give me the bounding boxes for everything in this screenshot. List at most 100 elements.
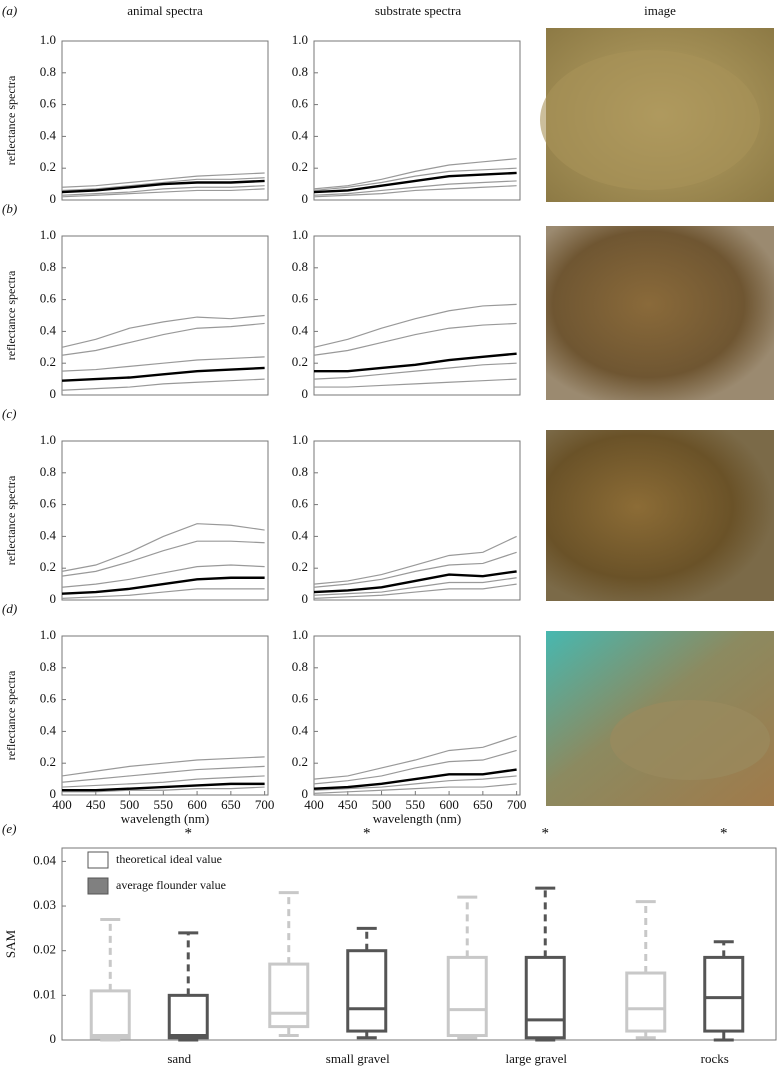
y-tick-label: 0.2 [292, 159, 308, 174]
x-tick-label: 600 [439, 797, 459, 812]
spectrum-line [61, 576, 265, 595]
y-tick-label: 0.04 [33, 852, 56, 867]
spectrum-line [62, 786, 265, 793]
y-tick-label: 0.6 [292, 691, 309, 706]
plot-frame [61, 40, 269, 201]
spectrum-line [313, 735, 517, 780]
y-tick-label: 0.4 [292, 722, 309, 737]
y-tick-label: 0.4 [40, 527, 57, 542]
box [703, 955, 745, 1033]
photo [546, 226, 774, 400]
column-header: substrate spectra [375, 3, 462, 18]
box [446, 955, 488, 1038]
plot-frame [313, 440, 521, 601]
y-tick-label: 1.0 [40, 227, 56, 242]
x-tick-label: 400 [304, 797, 324, 812]
spectrum-line [61, 775, 265, 788]
column-header: image [644, 3, 676, 18]
y-tick-label: 0.8 [292, 64, 308, 79]
y-tick-label: 1.0 [292, 32, 308, 47]
x-tick-label: 600 [187, 797, 207, 812]
legend-label: theoretical ideal value [116, 852, 222, 866]
x-tick-label: 400 [52, 797, 72, 812]
box [346, 949, 388, 1033]
spectrum-line [313, 303, 517, 348]
box [89, 989, 131, 1040]
y-axis-label: reflectance spectra [4, 75, 18, 165]
spectrum-line [61, 366, 265, 382]
spectrum-line [61, 185, 265, 196]
y-tick-label: 0.6 [40, 691, 57, 706]
spectrum-line [313, 322, 517, 356]
x-tick-label: 650 [473, 797, 493, 812]
y-tick-label: 0.4 [40, 722, 57, 737]
panel-label: (d) [2, 601, 17, 616]
y-tick-label: 0 [302, 191, 309, 206]
spectrum-line [313, 185, 517, 198]
y-tick-label: 0.2 [292, 354, 308, 369]
box [167, 993, 209, 1040]
y-tick-label: 0.8 [292, 464, 308, 479]
significance-mark: * [363, 825, 371, 841]
y-tick-label: 0.8 [40, 64, 56, 79]
y-tick-label: 0.4 [40, 127, 57, 142]
spectrum-line [61, 322, 265, 356]
x-tick-label: 700 [507, 797, 527, 812]
panel-label: (e) [2, 821, 16, 836]
photo-flounder [540, 50, 760, 190]
spectrum-line [313, 551, 517, 588]
x-tick-label: rocks [701, 1051, 729, 1066]
box [524, 955, 566, 1040]
x-tick-label: 500 [120, 797, 140, 812]
y-tick-label: 0.4 [40, 322, 57, 337]
y-tick-label: 0 [302, 786, 309, 801]
significance-mark: * [185, 825, 193, 841]
spectrum-line [61, 523, 265, 572]
y-tick-label: 1.0 [40, 32, 56, 47]
plot-frame [61, 847, 777, 1041]
y-tick-label: 0.03 [33, 897, 56, 912]
photo [546, 430, 774, 601]
x-tick-label: 500 [372, 797, 392, 812]
x-tick-label: 550 [406, 797, 426, 812]
x-tick-label: small gravel [326, 1051, 390, 1066]
y-tick-label: 0 [302, 591, 309, 606]
y-tick-label: 0.6 [292, 291, 309, 306]
y-tick-label: 0.8 [40, 659, 56, 674]
significance-mark: * [542, 825, 550, 841]
x-tick-label: sand [167, 1051, 191, 1066]
spectrum-line [313, 362, 517, 380]
y-axis-label: reflectance spectra [4, 270, 18, 360]
x-axis-label: wavelength (nm) [373, 811, 461, 826]
spectrum-line [61, 588, 265, 600]
photo-flounder [610, 700, 770, 780]
spectrum-line [61, 172, 265, 188]
plot-frame [313, 235, 521, 396]
y-tick-label: 1.0 [40, 627, 56, 642]
spectrum-line [61, 177, 265, 192]
y-tick-label: 1.0 [292, 627, 308, 642]
legend-swatch [87, 877, 109, 895]
y-tick-label: 0.2 [40, 354, 56, 369]
y-tick-label: 0 [50, 191, 57, 206]
panel-label: (b) [2, 201, 17, 216]
box [625, 971, 667, 1033]
y-tick-label: 0 [302, 386, 309, 401]
y-axis-label: reflectance spectra [4, 670, 18, 760]
y-tick-label: 0.6 [292, 496, 309, 511]
x-axis-label: wavelength (nm) [121, 811, 209, 826]
y-tick-label: 0 [50, 386, 57, 401]
spectrum-line [313, 180, 517, 196]
y-tick-label: 1.0 [40, 432, 56, 447]
y-tick-label: 0.2 [292, 754, 308, 769]
x-tick-label: 450 [338, 797, 358, 812]
spectrum-line [313, 783, 517, 795]
x-tick-label: large gravel [506, 1051, 568, 1066]
significance-mark: * [720, 825, 728, 841]
spectrum-line [313, 768, 517, 790]
x-tick-label: 450 [86, 797, 106, 812]
legend-swatch [87, 851, 109, 869]
spectrum-line [313, 171, 517, 194]
box [268, 962, 310, 1029]
